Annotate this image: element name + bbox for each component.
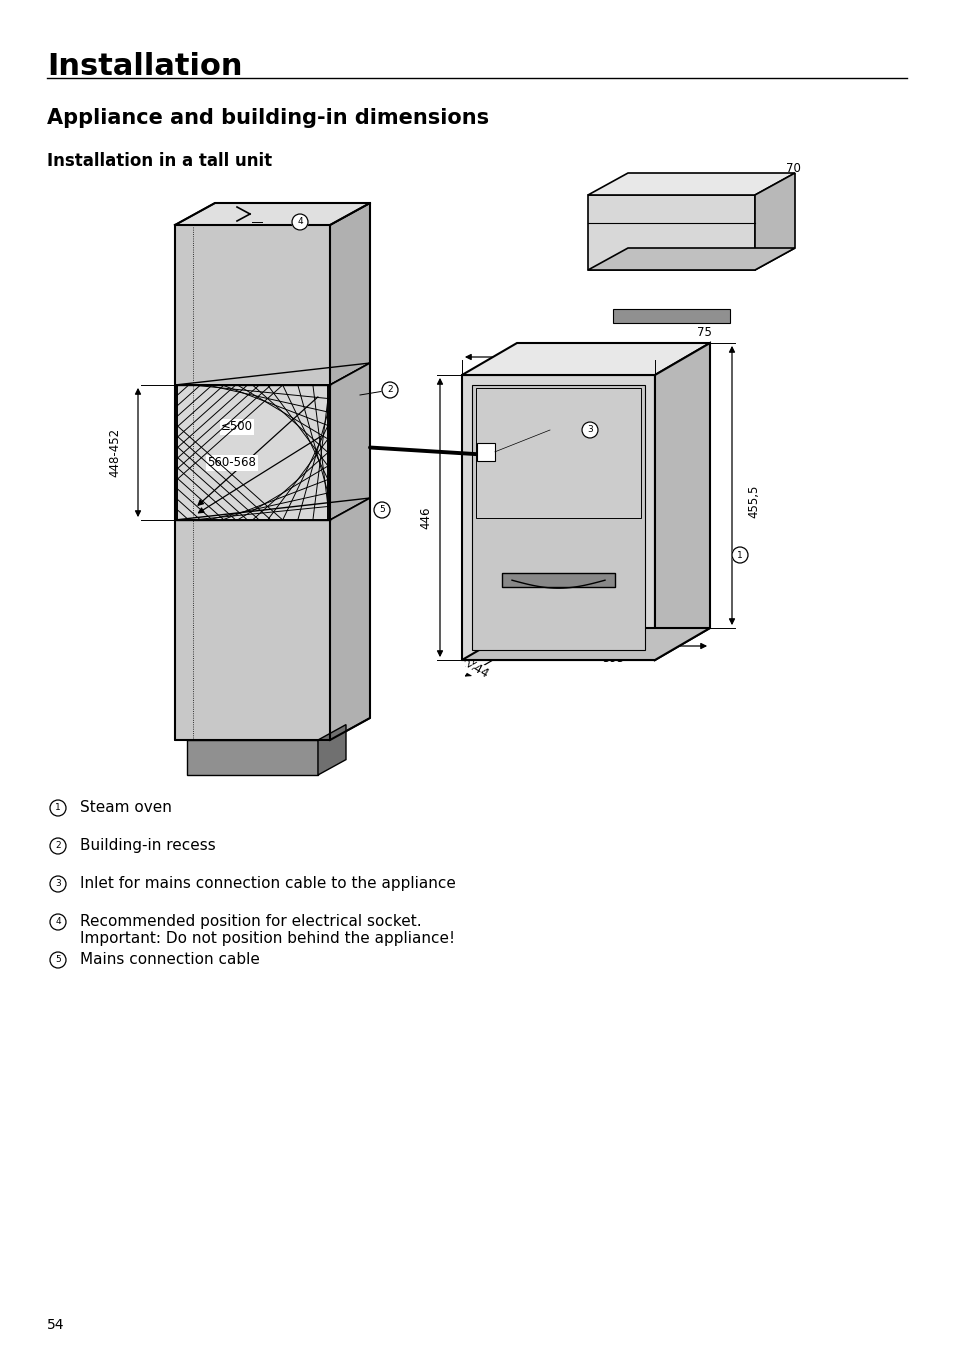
Text: Installation in a tall unit: Installation in a tall unit — [47, 151, 272, 170]
Text: 54: 54 — [47, 1318, 65, 1332]
Circle shape — [50, 952, 66, 968]
Text: 22: 22 — [463, 654, 479, 669]
Polygon shape — [330, 498, 370, 740]
Text: Appliance and building-in dimensions: Appliance and building-in dimensions — [47, 108, 489, 128]
Text: Steam oven: Steam oven — [80, 800, 172, 815]
Polygon shape — [317, 725, 346, 775]
Polygon shape — [187, 740, 317, 775]
Text: 446: 446 — [419, 506, 432, 529]
Text: 455,5: 455,5 — [747, 485, 760, 518]
Text: 1: 1 — [737, 550, 742, 560]
Polygon shape — [461, 627, 709, 660]
Text: Important: Do not position behind the appliance!: Important: Do not position behind the ap… — [80, 932, 455, 946]
Text: 4: 4 — [55, 918, 61, 926]
Text: 70: 70 — [784, 162, 800, 176]
Polygon shape — [174, 224, 330, 385]
Polygon shape — [461, 375, 655, 660]
Text: Recommended position for electrical socket.: Recommended position for electrical sock… — [80, 914, 421, 929]
Polygon shape — [330, 362, 370, 385]
Text: Building-in recess: Building-in recess — [80, 838, 215, 853]
Polygon shape — [330, 203, 370, 385]
Polygon shape — [587, 173, 794, 195]
Text: Installation: Installation — [47, 51, 242, 81]
Polygon shape — [587, 247, 794, 270]
Text: 549: 549 — [547, 350, 569, 364]
Circle shape — [50, 800, 66, 817]
Circle shape — [50, 876, 66, 892]
Polygon shape — [655, 343, 709, 660]
Polygon shape — [461, 343, 709, 375]
Text: 448-452: 448-452 — [109, 429, 121, 477]
Circle shape — [292, 214, 308, 230]
Text: 2: 2 — [55, 841, 61, 850]
Text: 3: 3 — [55, 880, 61, 888]
Text: ≤500: ≤500 — [221, 420, 253, 434]
Polygon shape — [174, 203, 370, 224]
Circle shape — [581, 422, 598, 438]
Circle shape — [50, 838, 66, 854]
Text: 1: 1 — [55, 803, 61, 813]
Polygon shape — [754, 173, 794, 270]
Text: 5: 5 — [378, 506, 384, 515]
Text: 3: 3 — [586, 426, 592, 434]
Text: Mains connection cable: Mains connection cable — [80, 952, 259, 967]
Text: 2: 2 — [387, 385, 393, 395]
Circle shape — [381, 383, 397, 397]
Text: 75: 75 — [697, 326, 711, 339]
Circle shape — [731, 548, 747, 562]
Polygon shape — [472, 385, 644, 650]
Text: 444: 444 — [464, 658, 490, 681]
Polygon shape — [174, 521, 330, 740]
Polygon shape — [587, 195, 754, 270]
Polygon shape — [613, 310, 729, 323]
Polygon shape — [476, 443, 495, 461]
Polygon shape — [330, 362, 370, 521]
Polygon shape — [177, 385, 328, 521]
Polygon shape — [476, 388, 640, 518]
Text: Inlet for mains connection cable to the appliance: Inlet for mains connection cable to the … — [80, 876, 456, 891]
Circle shape — [374, 502, 390, 518]
Text: 4: 4 — [297, 218, 302, 227]
Text: 560-568: 560-568 — [208, 457, 256, 469]
Circle shape — [50, 914, 66, 930]
Polygon shape — [501, 573, 615, 587]
Text: 5: 5 — [55, 956, 61, 964]
Text: 595: 595 — [601, 652, 624, 664]
